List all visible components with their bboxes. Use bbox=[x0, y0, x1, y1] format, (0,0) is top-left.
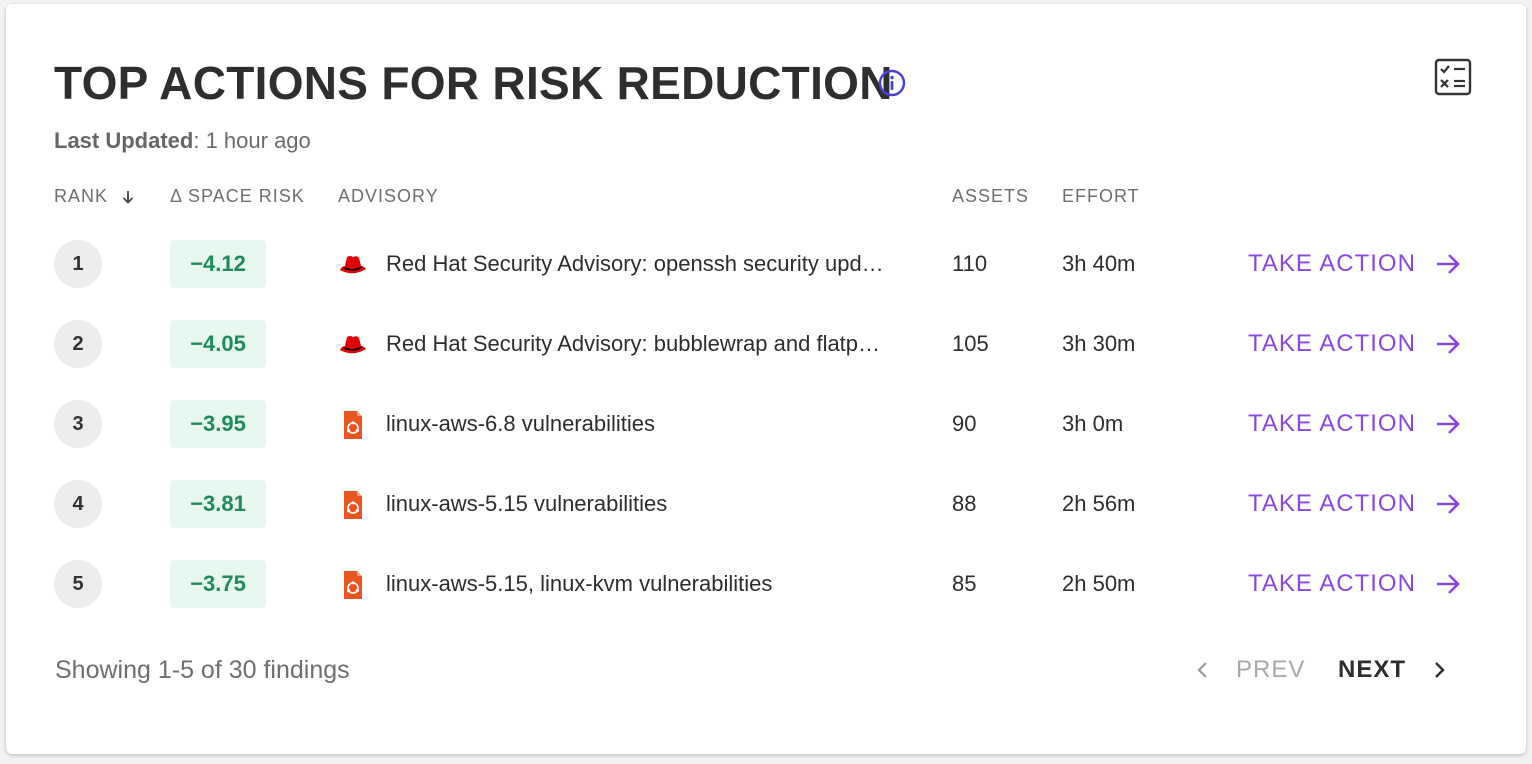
table-row: 1 −4.12 Red Hat Security Advisory: opens… bbox=[6, 234, 1526, 294]
effort-value: 2h 50m bbox=[1062, 571, 1136, 596]
space-risk-value: −4.05 bbox=[170, 320, 266, 368]
take-action-button[interactable]: TAKE ACTION bbox=[1248, 246, 1462, 282]
card-title: TOP ACTIONS FOR RISK REDUCTION bbox=[54, 57, 893, 109]
advisory-title[interactable]: Red Hat Security Advisory: bubblewrap an… bbox=[386, 331, 881, 356]
take-action-label: TAKE ACTION bbox=[1248, 490, 1416, 517]
assets-count: 105 bbox=[952, 331, 989, 356]
space-risk-value: −3.75 bbox=[170, 560, 266, 608]
redhat-icon bbox=[340, 256, 366, 274]
findings-count: Showing 1-5 of 30 findings bbox=[55, 656, 350, 684]
assets-column-header[interactable]: ASSETS bbox=[952, 186, 1030, 206]
rank-badge: 5 bbox=[54, 560, 102, 608]
last-updated-label: Last Updated bbox=[54, 128, 194, 153]
rank-column-header[interactable]: RANK bbox=[54, 186, 136, 207]
prev-label: PREV bbox=[1236, 656, 1306, 683]
assets-count: 90 bbox=[952, 411, 977, 436]
advisory-title[interactable]: linux-aws-5.15 vulnerabilities bbox=[386, 491, 668, 516]
arrow-down-icon bbox=[122, 190, 134, 204]
rank-badge: 3 bbox=[54, 400, 102, 448]
rank-badge: 1 bbox=[54, 240, 102, 288]
space-risk-value: −3.81 bbox=[170, 480, 266, 528]
ubuntu-icon bbox=[344, 411, 362, 439]
effort-column-header[interactable]: EFFORT bbox=[1062, 186, 1140, 206]
advisory-title[interactable]: linux-aws-5.15, linux-kvm vulnerabilitie… bbox=[386, 571, 773, 596]
rank-badge: 2 bbox=[54, 320, 102, 368]
redhat-icon bbox=[340, 336, 366, 354]
effort-value: 3h 0m bbox=[1062, 411, 1124, 436]
table-row: 4 −3.81 linux-aws-5.15 vulnerabilities 8… bbox=[6, 474, 1526, 534]
last-updated: Last Updated: 1 hour ago bbox=[54, 128, 311, 154]
assets-count: 110 bbox=[952, 251, 988, 276]
assets-count: 88 bbox=[952, 491, 977, 516]
table-row: 5 −3.75 linux-aws-5.15, linux-kvm vulner… bbox=[6, 554, 1526, 614]
take-action-button[interactable]: TAKE ACTION bbox=[1248, 406, 1462, 442]
effort-value: 2h 56m bbox=[1062, 491, 1136, 516]
take-action-button[interactable]: TAKE ACTION bbox=[1248, 566, 1462, 602]
take-action-label: TAKE ACTION bbox=[1248, 410, 1416, 437]
take-action-label: TAKE ACTION bbox=[1248, 250, 1416, 277]
advisory-title[interactable]: linux-aws-6.8 vulnerabilities bbox=[386, 411, 656, 436]
calculator-icon[interactable] bbox=[1434, 58, 1472, 96]
take-action-label: TAKE ACTION bbox=[1248, 330, 1416, 357]
rank-badge: 4 bbox=[54, 480, 102, 528]
effort-value: 3h 30m bbox=[1062, 331, 1136, 356]
table-row: 3 −3.95 linux-aws-6.8 vulnerabilities 90… bbox=[6, 394, 1526, 454]
effort-value: 3h 40m bbox=[1062, 251, 1136, 276]
space-risk-value: −3.95 bbox=[170, 400, 266, 448]
arrow-right-icon bbox=[1436, 574, 1460, 594]
chevron-left-icon bbox=[1197, 662, 1207, 678]
arrow-right-icon bbox=[1436, 414, 1460, 434]
arrow-right-icon bbox=[1436, 334, 1460, 354]
ubuntu-icon bbox=[344, 571, 362, 599]
arrow-right-icon bbox=[1436, 494, 1460, 514]
advisory-column-header[interactable]: ADVISORY bbox=[338, 186, 439, 206]
next-label: NEXT bbox=[1338, 656, 1407, 683]
take-action-button[interactable]: TAKE ACTION bbox=[1248, 326, 1462, 362]
last-updated-value: : 1 hour ago bbox=[193, 128, 311, 153]
info-icon[interactable] bbox=[877, 68, 907, 98]
take-action-button[interactable]: TAKE ACTION bbox=[1248, 486, 1462, 522]
arrow-right-icon bbox=[1436, 254, 1460, 274]
space-risk-column-header[interactable]: Δ SPACE RISK bbox=[170, 186, 305, 206]
space-risk-value: −4.12 bbox=[170, 240, 266, 288]
ubuntu-icon bbox=[344, 491, 362, 519]
chevron-right-icon bbox=[1435, 662, 1445, 678]
advisory-title[interactable]: Red Hat Security Advisory: openssh secur… bbox=[386, 251, 884, 276]
rank-header-label: RANK bbox=[54, 186, 109, 206]
take-action-label: TAKE ACTION bbox=[1248, 570, 1416, 597]
risk-reduction-card: TOP ACTIONS FOR RISK REDUCTION Last Upda… bbox=[6, 4, 1526, 754]
next-button[interactable]: NEXT bbox=[1338, 652, 1450, 688]
assets-count: 85 bbox=[952, 571, 977, 596]
table-row: 2 −4.05 Red Hat Security Advisory: bubbl… bbox=[6, 314, 1526, 374]
prev-button[interactable]: PREV bbox=[1192, 652, 1305, 688]
